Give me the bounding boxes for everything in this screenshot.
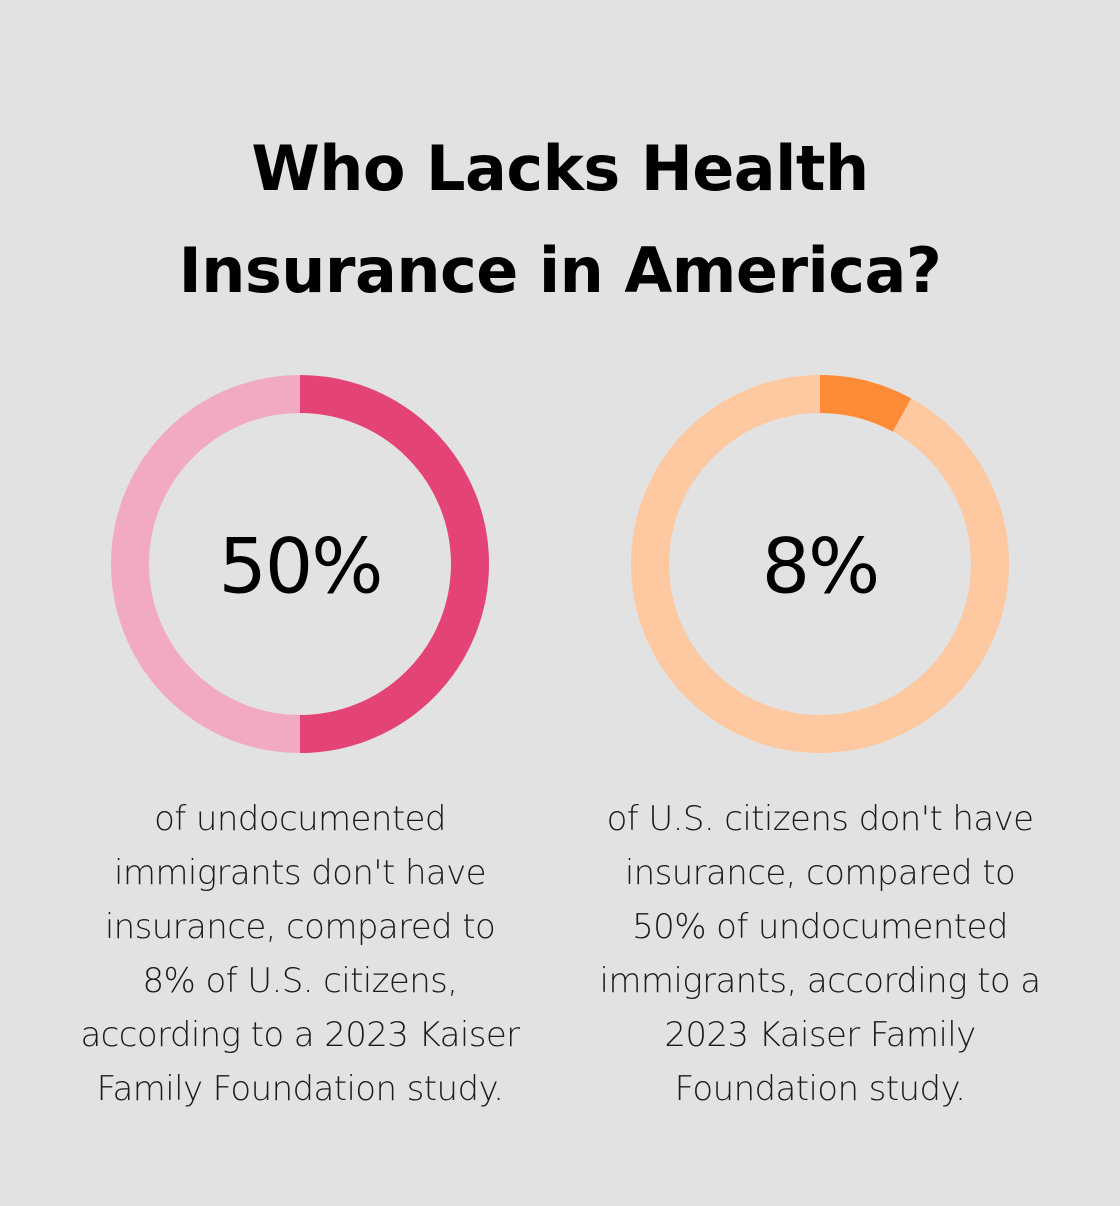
caption-line: 50% of undocumented [632,907,1008,947]
caption-undocumented: of undocumented immigrants don't have in… [50,792,550,1116]
caption-line: 8% of U.S. citizens, [142,961,459,1001]
caption-line: Family Foundation study. [96,1069,504,1109]
donut-chart-undocumented: 50% [111,375,489,753]
caption-line: insurance, compared to [104,907,496,947]
caption-line: Foundation study. [674,1069,966,1109]
chart-title-line-1: Who Lacks Health [251,132,869,205]
donut-segment-citizens [819,375,912,432]
caption-line: 2023 Kaiser Family [664,1015,976,1055]
caption-line: of undocumented [154,799,446,839]
donut-value-citizens: 8% [762,522,879,611]
donut-chart-citizens: 8% [631,375,1009,753]
chart-title-line-2: Insurance in America? [178,234,942,307]
donut-segment-undocumented [299,375,489,753]
caption-line: insurance, compared to [624,853,1016,893]
caption-line: of U.S. citizens don't have [606,799,1034,839]
caption-citizens: of U.S. citizens don't have insurance, c… [570,792,1070,1116]
donut-value-undocumented: 50% [219,522,382,611]
caption-line: according to a 2023 Kaiser [80,1015,520,1055]
chart-title: Who Lacks Health Insurance in America? [60,118,1060,322]
caption-line: immigrants don't have [114,853,487,893]
caption-line: immigrants, according to a [599,961,1042,1001]
